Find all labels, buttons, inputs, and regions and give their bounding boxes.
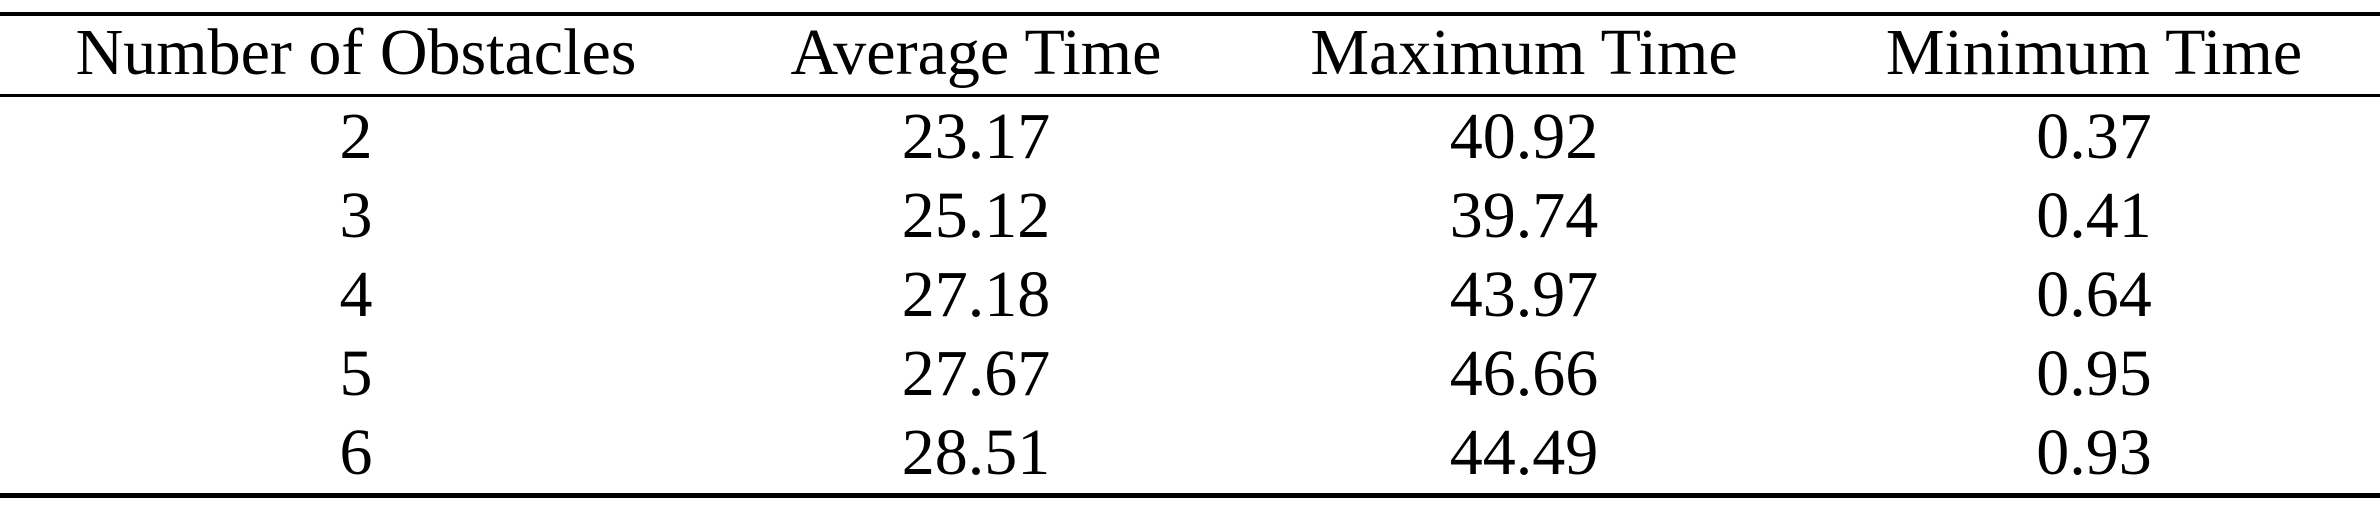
- header-number-of-obstacles: Number of Obstacles: [75, 16, 637, 89]
- table-row: 3 25.12 39.74 0.41: [0, 176, 2380, 255]
- header-minimum-time: Minimum Time: [1885, 16, 2303, 89]
- table-header-rule: [0, 94, 2380, 97]
- cell-obstacles: 2: [339, 100, 373, 173]
- cell-maximum-time: 44.49: [1449, 416, 1599, 489]
- cell-maximum-time: 40.92: [1449, 100, 1599, 173]
- header-maximum-time: Maximum Time: [1310, 16, 1738, 89]
- table-bottom-rule: [0, 493, 2380, 498]
- cell-average-time: 23.17: [901, 100, 1051, 173]
- table-header-row: Number of Obstacles Average Time Maximum…: [0, 12, 2380, 91]
- table-row: 6 28.51 44.49 0.93: [0, 413, 2380, 492]
- cell-obstacles: 5: [339, 337, 373, 410]
- cell-average-time: 28.51: [901, 416, 1051, 489]
- cell-average-time: 25.12: [901, 179, 1051, 252]
- cell-maximum-time: 43.97: [1449, 258, 1599, 331]
- cell-minimum-time: 0.64: [2036, 258, 2152, 331]
- table-row: 2 23.17 40.92 0.37: [0, 97, 2380, 176]
- cell-minimum-time: 0.93: [2036, 416, 2152, 489]
- cell-maximum-time: 46.66: [1449, 337, 1599, 410]
- cell-minimum-time: 0.95: [2036, 337, 2152, 410]
- cell-maximum-time: 39.74: [1449, 179, 1599, 252]
- cell-obstacles: 6: [339, 416, 373, 489]
- table-row: 5 27.67 46.66 0.95: [0, 334, 2380, 413]
- cell-obstacles: 4: [339, 258, 373, 331]
- cell-average-time: 27.67: [901, 337, 1051, 410]
- header-average-time: Average Time: [790, 16, 1162, 89]
- cell-minimum-time: 0.37: [2036, 100, 2152, 173]
- cell-minimum-time: 0.41: [2036, 179, 2152, 252]
- cell-average-time: 27.18: [901, 258, 1051, 331]
- table-top-rule: [0, 12, 2380, 16]
- table-row: 4 27.18 43.97 0.64: [0, 255, 2380, 334]
- cell-obstacles: 3: [339, 179, 373, 252]
